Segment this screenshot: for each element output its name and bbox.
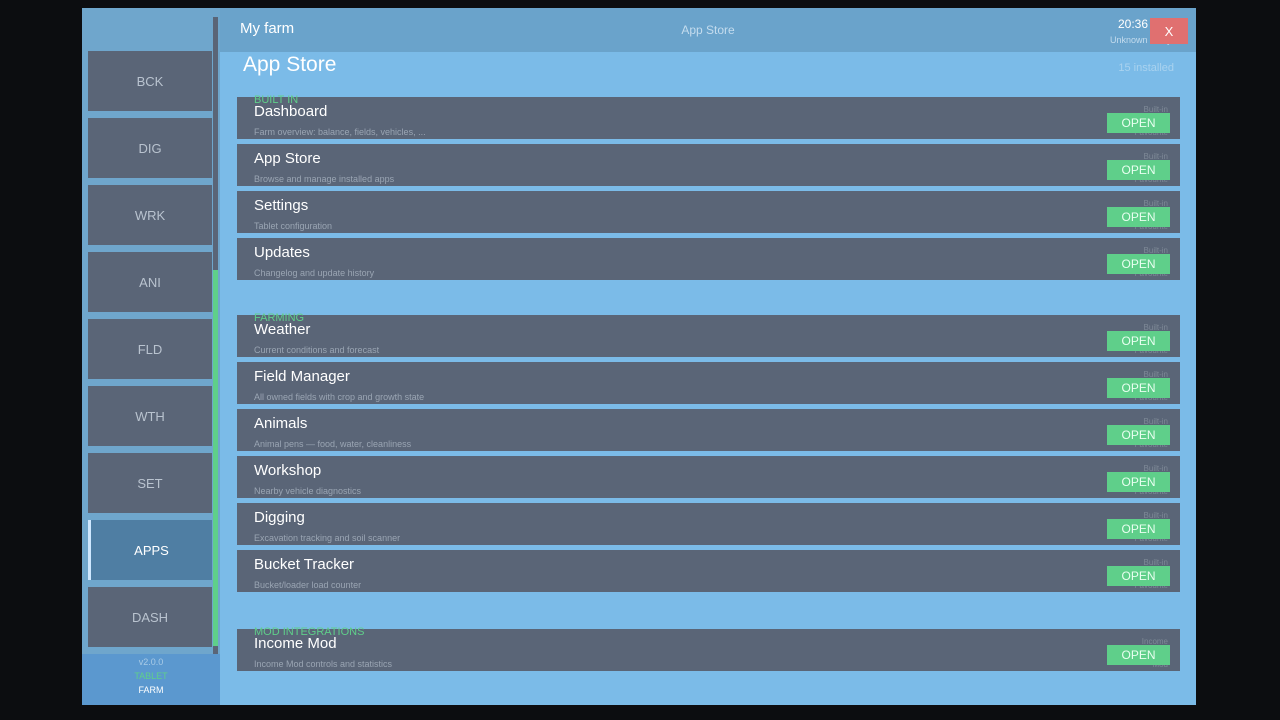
sidebar-item-dash[interactable]: DASH [88, 587, 212, 647]
weather-day: Unknown · Day 24 [1109, 35, 1184, 45]
app-description: Browse and manage installed apps [254, 174, 395, 184]
sidebar-footer: v2.0.0 TABLET FARM [82, 654, 220, 705]
sidebar-item-wth[interactable]: WTH [88, 386, 212, 446]
header-app-name: App Store [681, 23, 735, 37]
header-bar: My farm App Store 20:36 Unknown · Day 24… [220, 8, 1196, 52]
app-name: Updates [254, 244, 310, 261]
app-tag: Built-in [1143, 246, 1168, 255]
open-button[interactable]: OPEN [1107, 645, 1170, 665]
open-button[interactable]: OPEN [1107, 113, 1170, 133]
open-button[interactable]: OPEN [1107, 160, 1170, 180]
section-header: FARMING [254, 312, 305, 324]
open-button[interactable]: OPEN [1107, 207, 1170, 227]
app-description: Animal pens — food, water, cleanliness [254, 439, 412, 449]
app-name: Settings [254, 197, 309, 214]
open-button[interactable]: OPEN [1107, 472, 1170, 492]
sidebar-item-fld[interactable]: FLD [88, 319, 212, 379]
app-description: Nearby vehicle diagnostics [254, 486, 362, 496]
sidebar-item-bck[interactable]: BCK [88, 51, 212, 111]
section-header: BUILT IN [254, 94, 299, 106]
farm-title: My farm [240, 20, 295, 37]
app-tag: Built-in [1143, 152, 1168, 161]
app-name: Dashboard [254, 103, 328, 120]
app-name: Bucket Tracker [254, 556, 355, 573]
app-row: Field Manager All owned fields with crop… [237, 362, 1180, 404]
close-button[interactable]: X [1150, 18, 1188, 44]
app-name: App Store [254, 150, 321, 167]
sidebar-item-set[interactable]: SET [88, 453, 212, 513]
app-tag: Built-in [1143, 464, 1168, 473]
app-description: Farm overview: balance, fields, vehicles… [254, 127, 426, 137]
app-description: All owned fields with crop and growth st… [254, 392, 425, 402]
sidebar-item-ani[interactable]: ANI [88, 252, 212, 312]
app-row: Income Mod Income Mod controls and stati… [237, 629, 1180, 671]
open-button[interactable]: OPEN [1107, 566, 1170, 586]
app-row: Dashboard Farm overview: balance, fields… [237, 97, 1180, 139]
app-name: Digging [254, 509, 305, 526]
app-row: Bucket Tracker Bucket/loader load counte… [237, 550, 1180, 592]
app-name: Income Mod [254, 635, 337, 652]
sidebar-item-wrk[interactable]: WRK [88, 185, 212, 245]
app-description: Bucket/loader load counter [254, 580, 362, 590]
app-description: Income Mod controls and statistics [254, 659, 393, 669]
tablet-window: BCK DIG WRK ANI FLD WTH SET APPS DASH v2.0.0 TAB… [82, 8, 1196, 705]
app-row: App Store Browse and manage installed ap… [237, 144, 1180, 186]
app-name: Workshop [254, 462, 322, 479]
app-row: Animals Animal pens — food, water, clean… [237, 409, 1180, 451]
app-description: Tablet configuration [254, 221, 333, 231]
app-tag: Built-in [1143, 370, 1168, 379]
app-row: Updates Changelog and update history Bui… [237, 238, 1180, 280]
section-header: MOD INTEGRATIONS [254, 626, 365, 638]
sidebar: BCK DIG WRK ANI FLD WTH SET APPS DASH v2.0.0 TAB… [82, 8, 220, 705]
app-tag: Built-in [1143, 417, 1168, 426]
sidebar-item-apps[interactable]: APPS [88, 520, 212, 580]
app-tag: Income [1141, 637, 1168, 646]
clock: 20:36 [1117, 17, 1148, 31]
page-title: App Store [243, 53, 337, 76]
app-tag: Built-in [1143, 558, 1168, 567]
open-button[interactable]: OPEN [1107, 378, 1170, 398]
app-row: Digging Excavation tracking and soil sca… [237, 503, 1180, 545]
brand-bottom: FARM [138, 685, 164, 695]
open-button[interactable]: OPEN [1107, 331, 1170, 351]
app-name: Weather [254, 321, 311, 338]
app-description: Current conditions and forecast [254, 345, 380, 355]
app-row: Workshop Nearby vehicle diagnostics Buil… [237, 456, 1180, 498]
app-row: Weather Current conditions and forecast … [237, 315, 1180, 357]
open-button[interactable]: OPEN [1107, 519, 1170, 539]
sidebar-item-dig[interactable]: DIG [88, 118, 212, 178]
app-name: Field Manager [254, 368, 350, 385]
app-tag: Built-in [1143, 105, 1168, 114]
open-button[interactable]: OPEN [1107, 425, 1170, 445]
app-tag: Built-in [1143, 199, 1168, 208]
open-button[interactable]: OPEN [1107, 254, 1170, 274]
app-row: Settings Tablet configuration Built-in F… [237, 191, 1180, 233]
app-tag: Built-in [1143, 323, 1168, 332]
app-description: Excavation tracking and soil scanner [254, 533, 401, 543]
installed-count: 15 installed [1118, 62, 1174, 74]
brand-top: TABLET [134, 671, 168, 681]
app-name: Animals [254, 415, 308, 432]
app-description: Changelog and update history [254, 268, 375, 278]
sidebar-scrollbar-thumb[interactable] [213, 270, 218, 646]
version-label: v2.0.0 [138, 657, 164, 667]
app-tag: Built-in [1143, 511, 1168, 520]
